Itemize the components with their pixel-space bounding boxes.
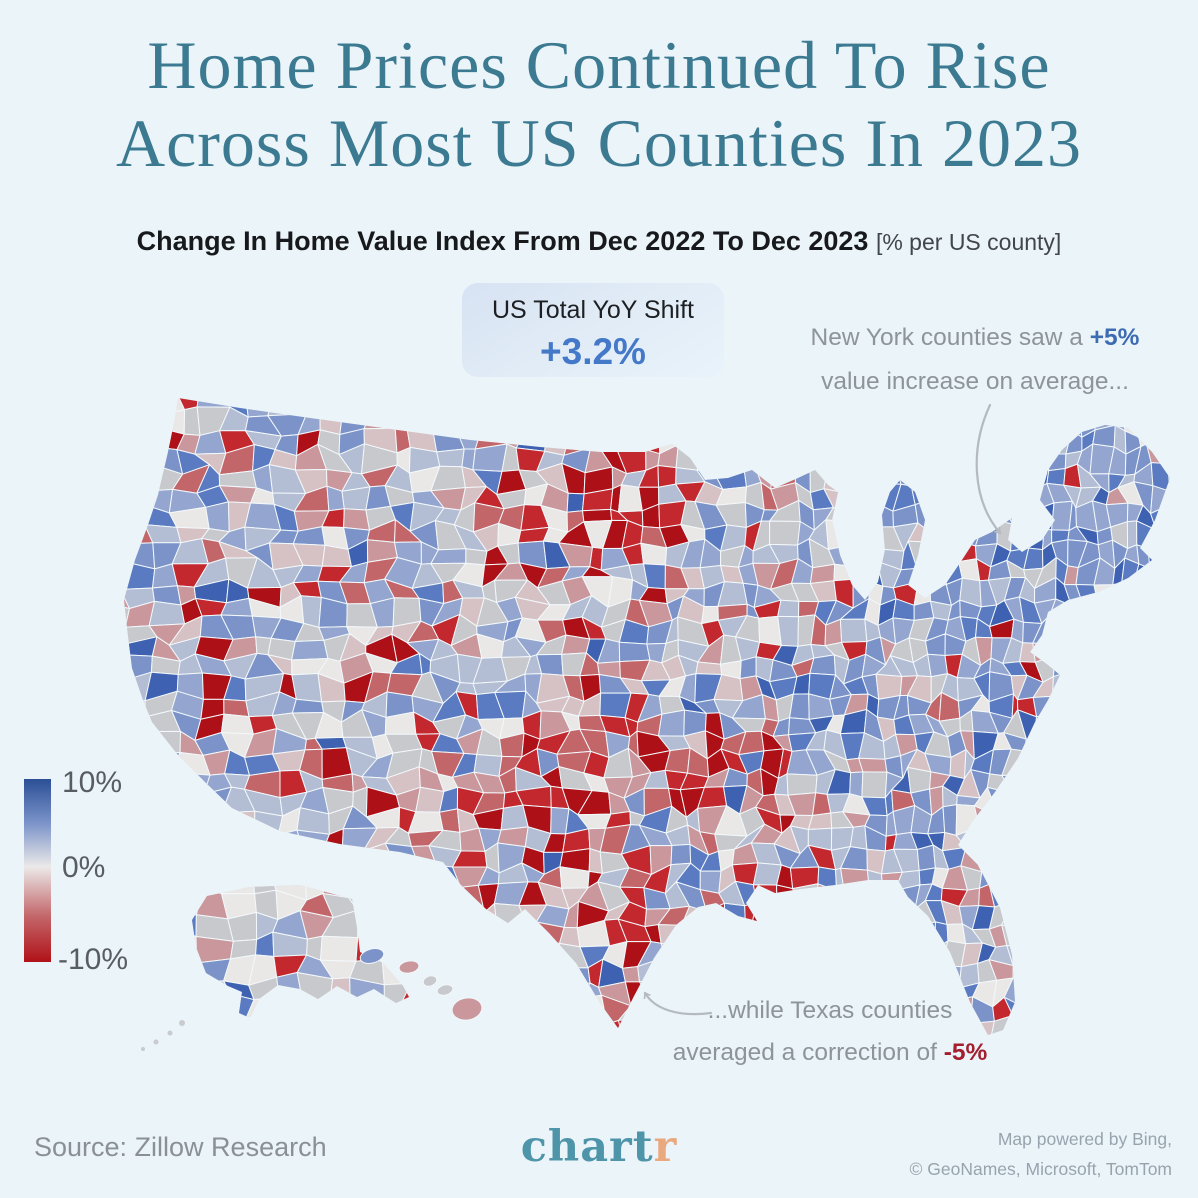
hawaii-islands (359, 948, 483, 1021)
texas-annotation-line2: averaged a correction of -5% (650, 1032, 1010, 1074)
new-york-annotation: New York counties saw a +5% value increa… (790, 316, 1160, 404)
new-york-annotation-line1: New York counties saw a +5% (790, 316, 1160, 360)
texas-annotation-value: -5% (943, 1039, 988, 1066)
texas-annotation-line1: ...while Texas counties (707, 997, 953, 1024)
new-york-annotation-line2: value increase on average... (821, 368, 1129, 395)
us-total-yoy-value: +3.2% (540, 331, 646, 372)
us-total-yoy-label: US Total YoY Shift (491, 296, 694, 324)
page-title: Home Prices Continued To Rise Across Mos… (0, 26, 1198, 182)
new-york-annotation-arrow (975, 403, 1002, 535)
map-attribution-line2: © GeoNames, Microsoft, TomTom (909, 1159, 1173, 1179)
subtitle-note: [% per US county] (875, 229, 1062, 255)
map-attribution-line1: Map powered by Bing, (997, 1129, 1172, 1149)
chartr-logo-accent: r (653, 1122, 678, 1172)
texas-annotation: ...while Texas counties averaged a corre… (650, 990, 1010, 1074)
us-total-yoy-callout: US Total YoY Shift +3.2% (462, 283, 724, 377)
legend-gradient-bar (24, 779, 51, 962)
texas-annotation-arrow (645, 993, 713, 1016)
subtitle-main: Change In Home Value Index From Dec 2022… (136, 226, 876, 256)
legend-label-max: 10% (62, 766, 123, 799)
chartr-logo-main: chart (520, 1122, 654, 1172)
new-york-annotation-text: New York counties saw a (810, 324, 1090, 351)
new-york-annotation-value: +5% (1089, 324, 1140, 351)
chart-subtitle: Change In Home Value Index From Dec 2022… (0, 226, 1198, 257)
texas-annotation-text: averaged a correction of (672, 1039, 944, 1066)
aleutian-islands (141, 1020, 185, 1051)
map-attribution: Map powered by Bing, © GeoNames, Microso… (910, 1124, 1173, 1184)
page-title-line1: Home Prices Continued To Rise (147, 27, 1051, 103)
source-credit: Source: Zillow Research (34, 1132, 327, 1162)
legend-label-mid: 0% (62, 851, 106, 884)
legend-label-min: -10% (58, 943, 129, 976)
chartr-logo: chartr (0, 1122, 1198, 1172)
page-title-line2: Across Most US Counties In 2023 (115, 105, 1083, 181)
